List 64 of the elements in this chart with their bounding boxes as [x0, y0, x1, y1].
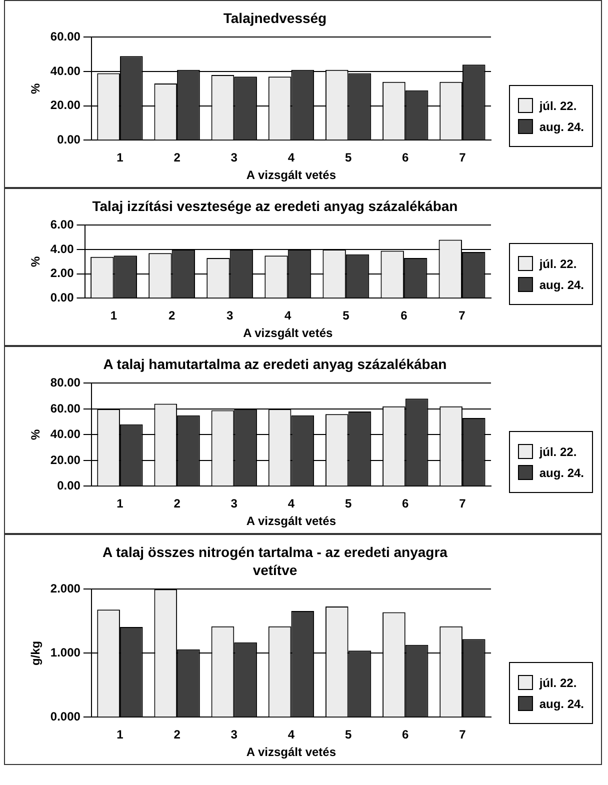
y-axis-title: %	[28, 83, 43, 94]
x-tick-label: 4	[284, 308, 292, 323]
x-tick-label: 2	[174, 150, 181, 165]
x-tick-label: 3	[230, 728, 238, 742]
x-axis-title: A vizsgált vetés	[246, 514, 336, 528]
y-tick-label: 40.00	[50, 64, 81, 78]
legend-label: júl. 22.	[539, 256, 577, 270]
y-axis-title: g/kg	[28, 640, 43, 666]
y-tick-label: 60.00	[50, 30, 81, 44]
y-tick-label: 0.00	[57, 478, 81, 493]
y-tick-label: 2.000	[50, 582, 81, 596]
x-tick-label: 1	[116, 150, 124, 165]
x-tick-label: 3	[230, 150, 238, 165]
y-tick-label: 0.00	[50, 290, 74, 305]
y-tick-label: 40.00	[50, 427, 81, 442]
legend-label: júl. 22.	[539, 444, 577, 458]
chart-title: A talaj hamutartalma az eredeti anyag százalékában	[102, 355, 448, 373]
y-tick-label: 20.00	[50, 452, 81, 467]
x-tick-label: 7	[458, 308, 466, 323]
legend-label: aug. 24.	[539, 696, 584, 710]
chart-title: Talaj izzítási vesztesége az eredeti anyag százalékában	[91, 197, 459, 215]
y-tick-label: 60.00	[50, 401, 81, 416]
chart-title: A talaj összes nitrogén tartalma - az eredeti anyagra vetítve	[102, 543, 448, 579]
x-tick-label: 6	[402, 728, 410, 742]
x-tick-label: 5	[344, 728, 352, 742]
x-tick-label: 3	[230, 496, 238, 511]
x-tick-label: 5	[344, 150, 352, 165]
x-tick-label: 5	[344, 496, 352, 511]
legend-label: aug. 24.	[539, 120, 584, 134]
x-tick-label: 1	[116, 728, 124, 742]
y-tick-label: 4.00	[50, 242, 74, 256]
y-tick-label: 1.000	[50, 646, 81, 660]
legend-label: aug. 24.	[539, 278, 584, 292]
x-tick-label: 6	[402, 150, 410, 165]
x-axis-title: A vizsgált vetés	[243, 326, 333, 340]
y-axis-title: %	[28, 256, 43, 268]
y-tick-label: 20.00	[50, 98, 81, 112]
y-tick-label: 6.00	[50, 218, 74, 232]
x-tick-label: 2	[174, 728, 181, 742]
y-tick-label: 80.00	[50, 376, 81, 390]
x-axis-title: A vizsgált vetés	[246, 745, 336, 760]
x-tick-label: 6	[402, 496, 410, 511]
x-tick-label: 1	[110, 308, 118, 323]
x-tick-label: 2	[168, 308, 176, 323]
chart-title: Talajnedvesség	[222, 9, 328, 27]
x-tick-label: 5	[342, 308, 350, 323]
x-tick-label: 4	[288, 150, 295, 165]
x-tick-label: 1	[116, 496, 124, 511]
x-axis-title: A vizsgált vetés	[246, 168, 336, 182]
legend-label: júl. 22.	[539, 676, 577, 690]
legend-label: aug. 24.	[539, 466, 584, 480]
x-tick-label: 7	[459, 496, 466, 511]
x-tick-label: 6	[400, 308, 408, 323]
x-tick-label: 7	[459, 728, 466, 742]
x-tick-label: 7	[459, 150, 466, 165]
x-tick-label: 4	[288, 496, 295, 511]
y-tick-label: 2.00	[50, 266, 74, 280]
legend-label: júl. 22.	[539, 98, 577, 112]
x-tick-label: 2	[174, 496, 181, 511]
x-tick-label: 3	[226, 308, 234, 323]
y-axis-title: %	[28, 429, 43, 440]
x-tick-label: 4	[288, 728, 295, 742]
y-tick-label: 0.00	[57, 132, 81, 147]
y-tick-label: 0.000	[50, 710, 81, 724]
